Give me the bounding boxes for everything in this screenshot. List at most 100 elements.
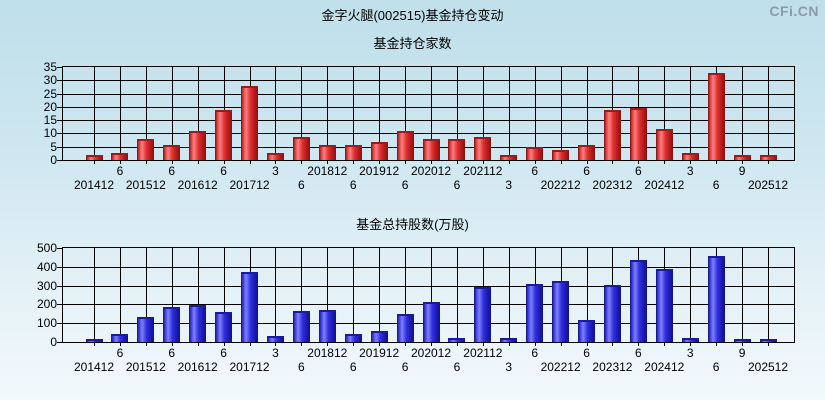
y-axis-tick	[57, 266, 63, 268]
x-axis-label: 201612	[177, 360, 218, 374]
h-gridline	[63, 266, 794, 268]
v-gridline	[690, 248, 692, 342]
bar-202006	[396, 313, 414, 342]
bar-201806	[292, 136, 310, 160]
bar-202503	[681, 152, 699, 160]
bar-201412	[85, 155, 103, 160]
h-gridline	[63, 285, 794, 287]
bar-201606	[163, 144, 181, 160]
y-axis-tick	[57, 67, 63, 68]
y-axis-tick	[57, 80, 63, 82]
x-axis-tick	[664, 160, 666, 164]
x-axis-label: 9	[738, 346, 746, 360]
h-gridline	[63, 80, 794, 82]
x-axis-label: 6	[298, 178, 305, 192]
x-axis-tick	[638, 160, 640, 164]
x-axis-tick	[301, 342, 303, 346]
bar-202312	[603, 110, 621, 160]
y-axis-label: 10	[43, 126, 57, 141]
v-gridline	[508, 67, 510, 160]
bar-201506	[111, 152, 129, 160]
x-axis-label: 6	[298, 360, 305, 374]
bar-201803	[266, 336, 284, 342]
x-axis-label: 6	[635, 346, 642, 360]
v-gridline	[456, 67, 458, 160]
x-axis-label: 6	[401, 360, 409, 374]
x-axis-label: 202212	[540, 178, 581, 192]
x-axis-label: 6	[583, 346, 590, 360]
bar-201612	[189, 305, 207, 342]
bar-202106	[448, 139, 466, 160]
x-axis-tick	[249, 342, 251, 346]
y-axis-label: 30	[43, 73, 57, 88]
h-gridline	[63, 93, 794, 95]
v-gridline	[534, 67, 536, 160]
y-axis-label: 0	[50, 335, 57, 349]
bar-202412	[655, 268, 673, 342]
bar-202006	[396, 131, 414, 160]
x-axis-tick	[223, 160, 225, 164]
bar-202506	[707, 72, 725, 160]
v-gridline	[327, 67, 329, 160]
x-axis-tick	[327, 342, 329, 346]
x-axis-label: 201512	[125, 178, 166, 192]
fund-count-chart-title: 基金持仓家数	[373, 36, 452, 51]
x-axis-label: 3	[505, 360, 513, 374]
bar-201712	[241, 86, 259, 160]
y-axis-label: 0	[50, 153, 57, 167]
bar-201706	[215, 311, 233, 342]
x-axis-tick	[405, 342, 407, 346]
x-axis-label: 6	[349, 178, 357, 192]
v-gridline	[171, 248, 173, 342]
h-gridline	[63, 120, 794, 122]
y-axis-tick	[57, 160, 63, 161]
x-axis-label: 202412	[644, 360, 685, 374]
x-axis-tick	[768, 342, 769, 346]
x-axis-label: 6	[220, 346, 227, 360]
v-gridline	[508, 248, 510, 342]
v-gridline	[560, 67, 562, 160]
fund-count-plot: 0 5 10 15 20 25 30 35 201412 6 201512 6 201612 6 20171…	[44, 60, 795, 192]
x-axis-tick	[612, 160, 614, 164]
v-gridline	[431, 248, 432, 342]
x-axis-tick	[456, 160, 458, 164]
y-axis-label: 15	[43, 113, 57, 128]
y-axis-tick	[57, 285, 63, 287]
fund-shares-chart-title: 基金总持股数(万股)	[356, 217, 469, 232]
bar-202203	[500, 155, 518, 160]
bar-202212	[552, 150, 570, 160]
x-axis-tick	[431, 160, 432, 164]
x-axis-label: 201412	[73, 178, 115, 192]
x-axis-label: 6	[531, 164, 539, 178]
x-axis-label: 6	[583, 164, 590, 178]
v-gridline	[405, 67, 407, 160]
bar-202509	[733, 155, 751, 160]
v-gridline	[664, 67, 666, 160]
bar-202512	[759, 338, 777, 342]
v-gridline	[275, 248, 277, 342]
x-axis-tick	[197, 342, 199, 346]
bar-202512	[759, 155, 777, 160]
y-axis-label: 5	[50, 139, 57, 154]
x-axis-label: 202012	[410, 164, 452, 178]
x-axis-label: 202012	[410, 346, 452, 360]
x-axis-tick	[379, 342, 381, 346]
x-axis-tick	[301, 160, 303, 164]
x-axis-label: 201812	[307, 346, 348, 360]
bar-202112	[474, 136, 492, 160]
bar-202412	[655, 128, 673, 160]
x-axis-tick	[119, 160, 121, 164]
bar-201506	[111, 334, 129, 342]
y-axis-tick	[57, 93, 63, 95]
bar-201812	[318, 309, 336, 342]
bar-201706	[215, 110, 233, 160]
y-axis-label: 25	[43, 86, 57, 101]
v-gridline	[171, 67, 173, 160]
v-gridline	[431, 67, 432, 160]
x-axis-label: 202512	[747, 360, 789, 374]
x-axis-label: 201812	[307, 164, 348, 178]
y-axis-label: 100	[36, 316, 57, 331]
v-gridline	[742, 248, 744, 342]
x-axis-label: 201612	[177, 178, 218, 192]
v-gridline	[379, 248, 381, 342]
